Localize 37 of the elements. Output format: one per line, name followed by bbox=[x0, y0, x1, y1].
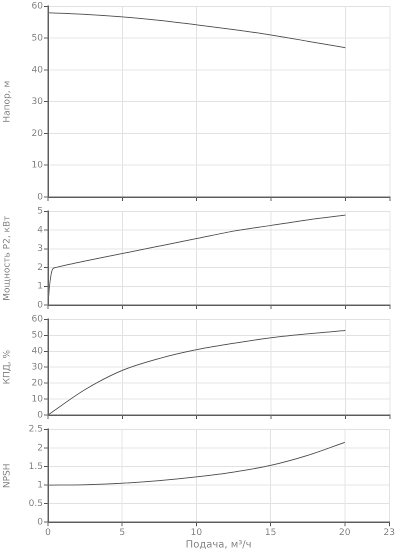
y-tick-label: 60 bbox=[32, 314, 44, 325]
y-tick-label: 2.5 bbox=[28, 424, 43, 435]
y-tick-label: 10 bbox=[32, 160, 44, 171]
y-tick-label: 50 bbox=[32, 330, 44, 341]
y-tick-label: 0.5 bbox=[28, 498, 43, 509]
x-tick-label: 10 bbox=[190, 528, 202, 538]
y-tick-label: 2 bbox=[37, 443, 43, 454]
y-tick-label: 20 bbox=[32, 378, 44, 388]
y-tick-label: 40 bbox=[32, 346, 44, 357]
x-tick-label: 20 bbox=[339, 528, 351, 538]
x-axis-title: Подача, м³/ч bbox=[186, 540, 252, 551]
y-tick-label: 5 bbox=[37, 206, 43, 217]
y-tick-label: 30 bbox=[32, 362, 44, 373]
y-tick-label: 20 bbox=[32, 128, 44, 139]
y-tick-label: 0 bbox=[37, 192, 44, 202]
y-tick-label: 40 bbox=[32, 65, 44, 76]
x-tick-label: 5 bbox=[119, 528, 126, 538]
y-tick-label: 1 bbox=[37, 480, 43, 490]
y-tick-label: 1 bbox=[37, 282, 43, 292]
x-tick-label: 15 bbox=[264, 528, 276, 538]
x-tick-label: 0 bbox=[45, 528, 52, 538]
y-tick-label: 60 bbox=[32, 2, 44, 12]
y-tick-label: 4 bbox=[37, 225, 44, 236]
y-tick-label: 0 bbox=[37, 518, 44, 528]
y-tick-label: 2 bbox=[37, 262, 43, 273]
y-tick-label: 1.5 bbox=[28, 462, 43, 472]
y-tick-label: 50 bbox=[32, 34, 44, 44]
y-axis-title: Мощность P2, кВт bbox=[2, 216, 13, 301]
y-tick-label: 0 bbox=[37, 300, 44, 310]
y-tick-label: 10 bbox=[32, 394, 44, 404]
y-tick-label: 0 bbox=[37, 410, 44, 420]
y-axis-title: NPSH bbox=[2, 463, 13, 488]
x-tick-label: 23 bbox=[384, 528, 395, 538]
y-axis-title: КПД, % bbox=[2, 350, 13, 384]
y-tick-label: 3 bbox=[37, 244, 43, 254]
y-tick-label: 30 bbox=[32, 97, 44, 108]
y-axis-title: Напор, м bbox=[2, 80, 13, 123]
